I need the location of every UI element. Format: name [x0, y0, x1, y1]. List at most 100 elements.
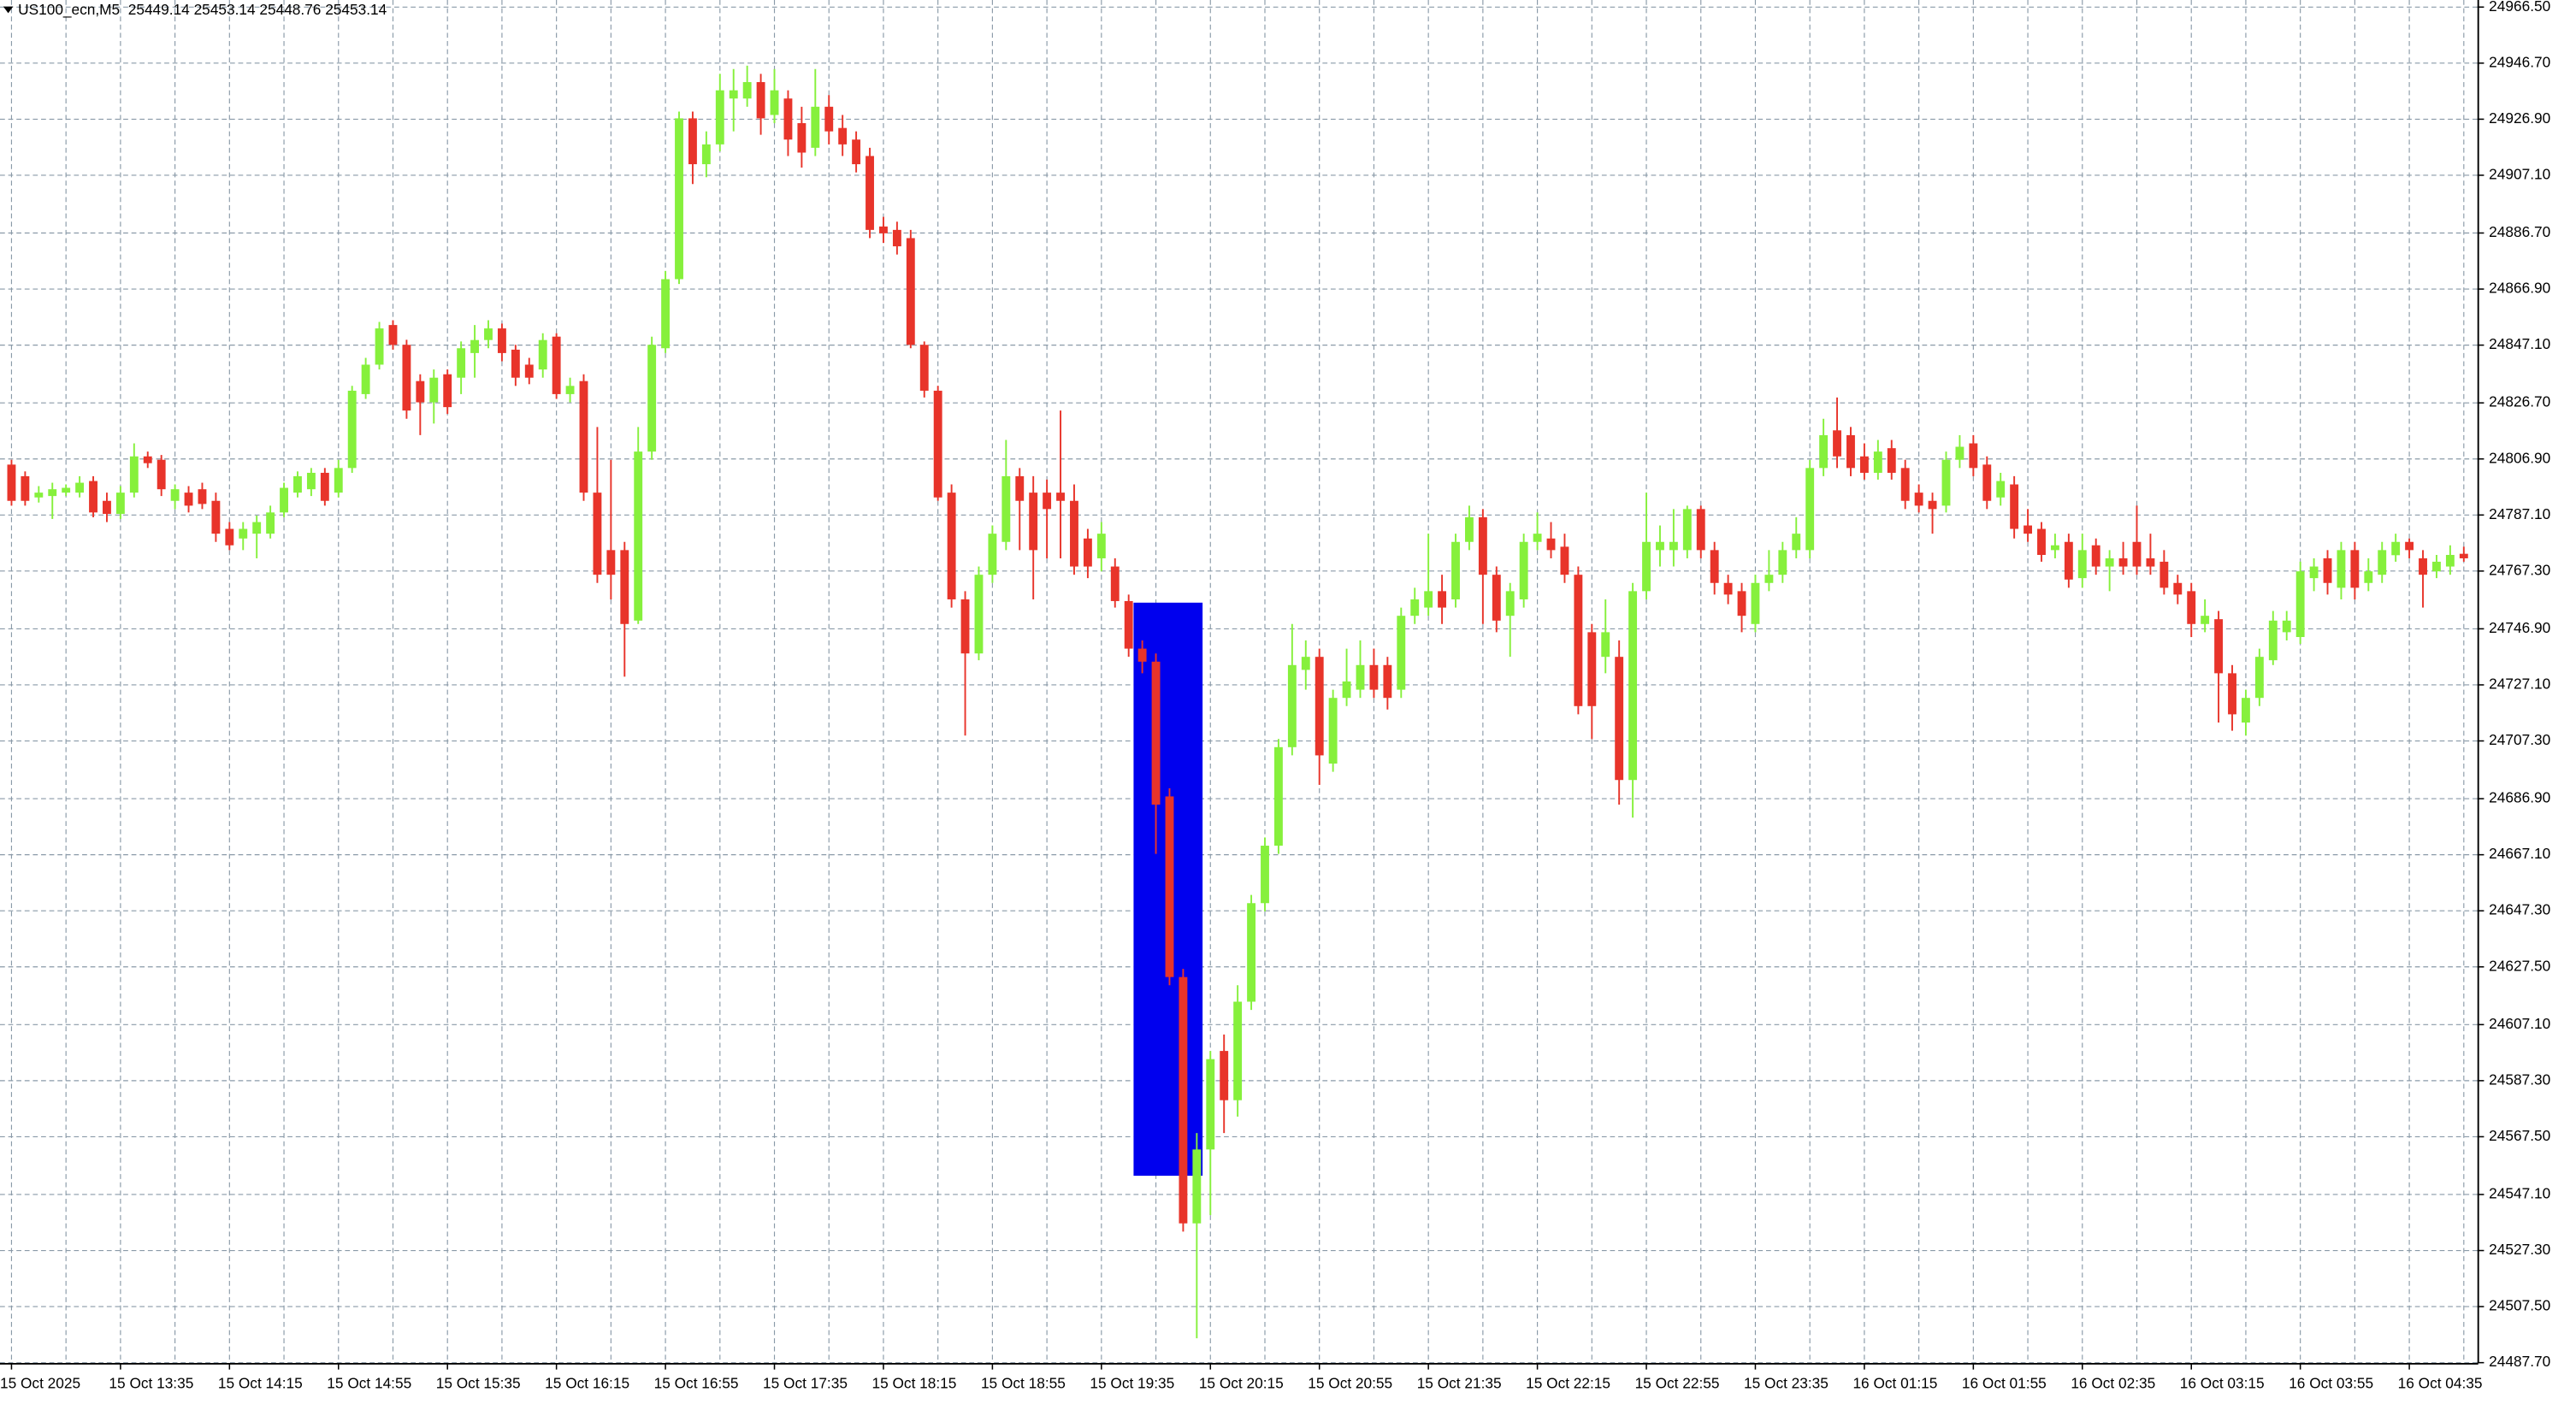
candle-body: [2405, 541, 2414, 551]
candle-body: [1410, 599, 1420, 616]
candle-body: [402, 345, 411, 411]
candle-body: [497, 328, 506, 353]
candle-body: [742, 82, 752, 99]
y-tick-label: 24806.90: [2489, 449, 2550, 466]
candle-body: [2214, 619, 2224, 674]
candle-body: [2364, 571, 2373, 583]
y-tick-label: 24966.50: [2489, 0, 2550, 15]
y-tick-label: 24507.50: [2489, 1297, 2550, 1314]
x-tick-label: 16 Oct 03:55: [2289, 1375, 2373, 1392]
y-tick-label: 24826.70: [2489, 393, 2550, 410]
candle-body: [103, 500, 111, 514]
candle-body: [879, 226, 888, 233]
y-tick-label: 24707.30: [2489, 731, 2550, 748]
y-tick-label: 24647.30: [2489, 901, 2550, 918]
candle-body: [1206, 1059, 1215, 1150]
candle-body: [143, 456, 152, 463]
candle-body: [2350, 550, 2360, 588]
candle-body: [1887, 448, 1896, 473]
candle-body: [1397, 616, 1406, 690]
candle-body: [2037, 528, 2046, 555]
candle-body: [2337, 550, 2346, 588]
candle-body: [375, 328, 384, 365]
candle-body: [606, 550, 616, 575]
candle-body: [157, 459, 166, 490]
candle-body: [266, 512, 275, 534]
candle-body: [1342, 681, 1351, 699]
candle-body: [1273, 746, 1283, 847]
y-tick-label: 24627.50: [2489, 957, 2550, 974]
x-tick-label: 16 Oct 01:55: [1962, 1375, 2047, 1392]
candle-body: [1982, 464, 1992, 501]
y-tick-label: 24787.10: [2489, 505, 2550, 522]
candle-body: [1642, 541, 1651, 592]
candle-body: [1464, 516, 1474, 542]
candle-body: [960, 599, 970, 654]
candle-body: [2323, 557, 2332, 583]
candle-body: [2228, 673, 2236, 715]
candle-body: [1328, 698, 1338, 764]
candle-body: [701, 144, 711, 165]
candle-body: [2241, 698, 2250, 723]
candle-body: [2173, 582, 2183, 595]
candle-body: [783, 98, 793, 140]
candle-body: [7, 464, 16, 501]
x-tick-label: 15 Oct 16:55: [654, 1375, 739, 1392]
candle-body: [1015, 475, 1025, 501]
candle-body: [1424, 591, 1433, 608]
y-tick-label: 24487.70: [2489, 1353, 2550, 1370]
x-tick-label: 15 Oct 19:35: [1090, 1375, 1174, 1392]
candle-body: [1451, 541, 1460, 599]
candle-body: [2132, 541, 2142, 567]
candle-body: [1247, 903, 1256, 1002]
candle-body: [2419, 557, 2427, 575]
candle-body: [974, 575, 984, 654]
y-tick-label: 24547.10: [2489, 1185, 2550, 1202]
candle-body: [361, 364, 370, 394]
candle-body: [675, 118, 683, 280]
candle-body: [524, 364, 534, 378]
candle-body: [2201, 616, 2210, 624]
candle-body: [2282, 620, 2291, 633]
candle-body: [1519, 541, 1528, 599]
candle-body: [416, 380, 425, 403]
candle-body: [457, 348, 466, 378]
candle-body: [838, 127, 848, 145]
candle-body: [470, 339, 479, 353]
y-tick-label: 24727.10: [2489, 675, 2550, 693]
candle-body: [198, 489, 207, 504]
candle-body: [1737, 591, 1746, 616]
menu-arrow[interactable]: [3, 6, 14, 14]
candle-body: [1996, 481, 2006, 498]
candle-body: [2050, 545, 2059, 551]
y-tick-label: 24527.30: [2489, 1241, 2550, 1258]
candle-body: [2295, 571, 2305, 638]
candle-body: [1859, 456, 1869, 473]
candle-body: [1723, 582, 1733, 595]
candle-body: [906, 238, 915, 345]
x-tick-label: 16 Oct 03:15: [2180, 1375, 2265, 1392]
candle-body: [1969, 443, 1978, 469]
candle-body: [1560, 546, 1569, 575]
candle-body: [484, 328, 493, 340]
candle-body: [2010, 484, 2019, 529]
candle-body: [1778, 550, 1787, 575]
candle-body: [1628, 591, 1638, 781]
candle-body: [933, 390, 942, 498]
candle-body: [21, 475, 30, 501]
candle-body: [511, 349, 520, 378]
candle-body: [1601, 632, 1610, 658]
candle-body: [770, 90, 779, 115]
y-tick-label: 24767.30: [2489, 561, 2550, 578]
candle-body: [1833, 430, 1841, 457]
x-tick-label: 15 Oct 15:35: [436, 1375, 521, 1392]
candle-body: [1955, 446, 1964, 460]
candle-body: [320, 472, 329, 501]
candle-body: [1301, 657, 1310, 670]
x-tick-label: 15 Oct 23:35: [1744, 1375, 1829, 1392]
y-tick-label: 24847.10: [2489, 335, 2550, 352]
x-tick-label: 15 Oct 16:15: [545, 1375, 629, 1392]
candle-body: [947, 493, 956, 599]
candle-body: [1029, 493, 1038, 551]
